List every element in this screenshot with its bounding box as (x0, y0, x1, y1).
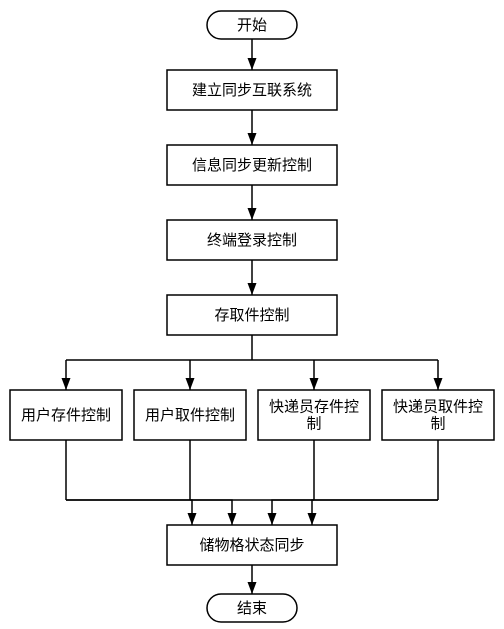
process-b2-label: 用户取件控制 (145, 407, 235, 424)
arrow (272, 500, 314, 525)
process-p5-label: 储物格状态同步 (199, 537, 304, 554)
process-b1-label: 用户存件控制 (21, 407, 111, 424)
process-b3-label: 快递员存件控 (269, 398, 359, 415)
process-p3-label: 终端登录控制 (207, 232, 297, 249)
process-b4-label: 制 (430, 415, 445, 432)
process-p1-label: 建立同步互联系统 (192, 82, 312, 99)
start-terminal-label: 开始 (237, 17, 267, 34)
process-p4-label: 存取件控制 (214, 307, 289, 324)
end-terminal-label: 结束 (237, 600, 267, 617)
arrow (312, 500, 438, 525)
process-b3-label: 制 (306, 415, 321, 432)
process-p2-label: 信息同步更新控制 (192, 157, 312, 174)
flowchart: 开始结束 建立同步互联系统信息同步更新控制终端登录控制存取件控制用户存件控制 用户取… (0, 0, 504, 629)
arrow (66, 500, 192, 525)
process-b4-label: 快递员取件控 (393, 398, 483, 415)
arrow (190, 500, 232, 525)
